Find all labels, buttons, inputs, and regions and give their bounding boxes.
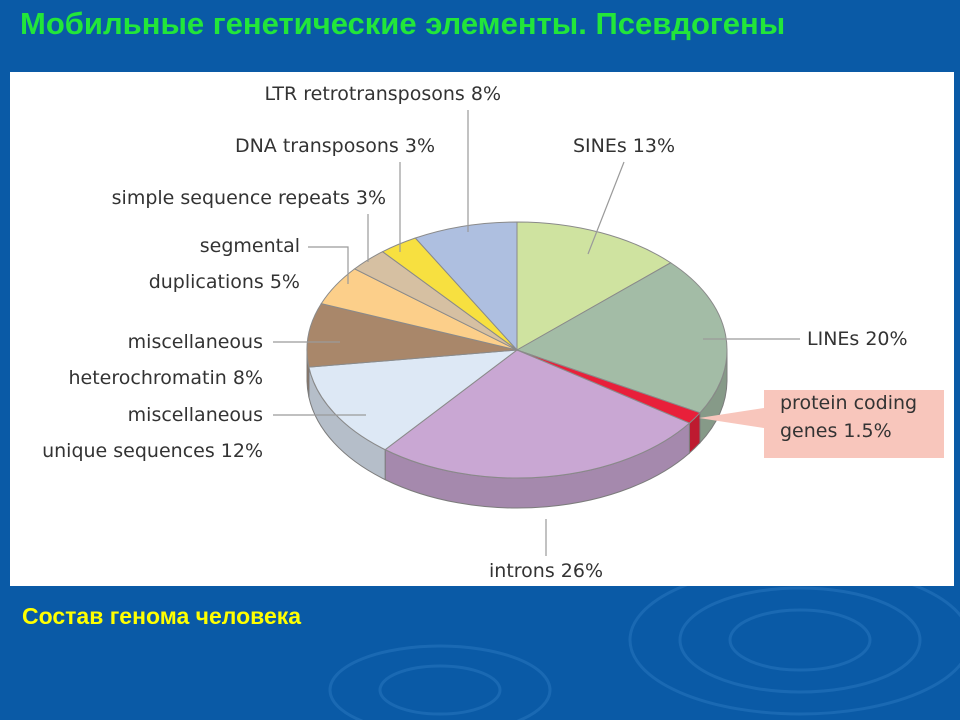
label-miscellaneous-heterochromatin-8-line-1: miscellaneous — [128, 331, 263, 353]
pie-slice-introns-26 — [384, 349, 691, 479]
label-miscellaneous-heterochromatin-8-line-2: heterochromatin 8% — [69, 367, 264, 389]
callout-pointer — [698, 408, 764, 428]
label-protein-coding-genes-1-5-line-1: protein coding — [780, 392, 917, 414]
label-miscellaneous-unique-sequences-12-line-1: miscellaneous — [128, 404, 263, 426]
pie-slice-lines-20 — [515, 262, 728, 414]
label-dna-transposons-3: DNA transposons 3% — [235, 135, 435, 157]
pie-leader-lines — [273, 110, 800, 556]
label-segmental-duplications-5-line-2: duplications 5% — [149, 271, 300, 293]
label-simple-sequence-repeats-3: simple sequence repeats 3% — [112, 187, 386, 209]
label-ltr-retrotransposons-8: LTR retrotransposons 8% — [264, 83, 501, 105]
leader-line-segmental-duplications-5 — [308, 246, 349, 284]
label-introns-26: introns 26% — [489, 560, 603, 582]
leader-line-sines-13 — [587, 161, 625, 255]
pie-slice-ltr-retrotransposons-8 — [414, 221, 518, 352]
slide-title: Мобильные генетические элементы. Псевдог… — [20, 6, 786, 41]
slide-caption: Состав генома человека — [22, 603, 302, 629]
pie-slice-sines-13 — [516, 221, 672, 351]
pie-top — [306, 221, 728, 479]
callout-box — [764, 390, 944, 458]
label-sines-13: SINEs 13% — [573, 135, 675, 157]
pie-slice-miscellaneous-heterochromatin-8 — [306, 303, 518, 368]
pie-labels: SINEs 13% LINEs 20% protein coding genes 1.… — [42, 83, 917, 582]
label-lines-20: LINEs 20% — [807, 328, 908, 350]
genome-pie-chart: SINEs 13% LINEs 20% protein coding genes 1.… — [42, 83, 944, 582]
label-protein-coding-genes-1-5-line-2: genes 1.5% — [780, 420, 892, 442]
label-miscellaneous-unique-sequences-12-line-2: unique sequences 12% — [42, 440, 263, 462]
label-segmental-duplications-5-line-1: segmental — [200, 235, 300, 257]
pie-callout — [698, 390, 944, 458]
pie-slice-miscellaneous-unique-sequences-12 — [308, 349, 519, 451]
figure-panel: SINEs 13% LINEs 20% protein coding genes 1.… — [10, 72, 954, 586]
